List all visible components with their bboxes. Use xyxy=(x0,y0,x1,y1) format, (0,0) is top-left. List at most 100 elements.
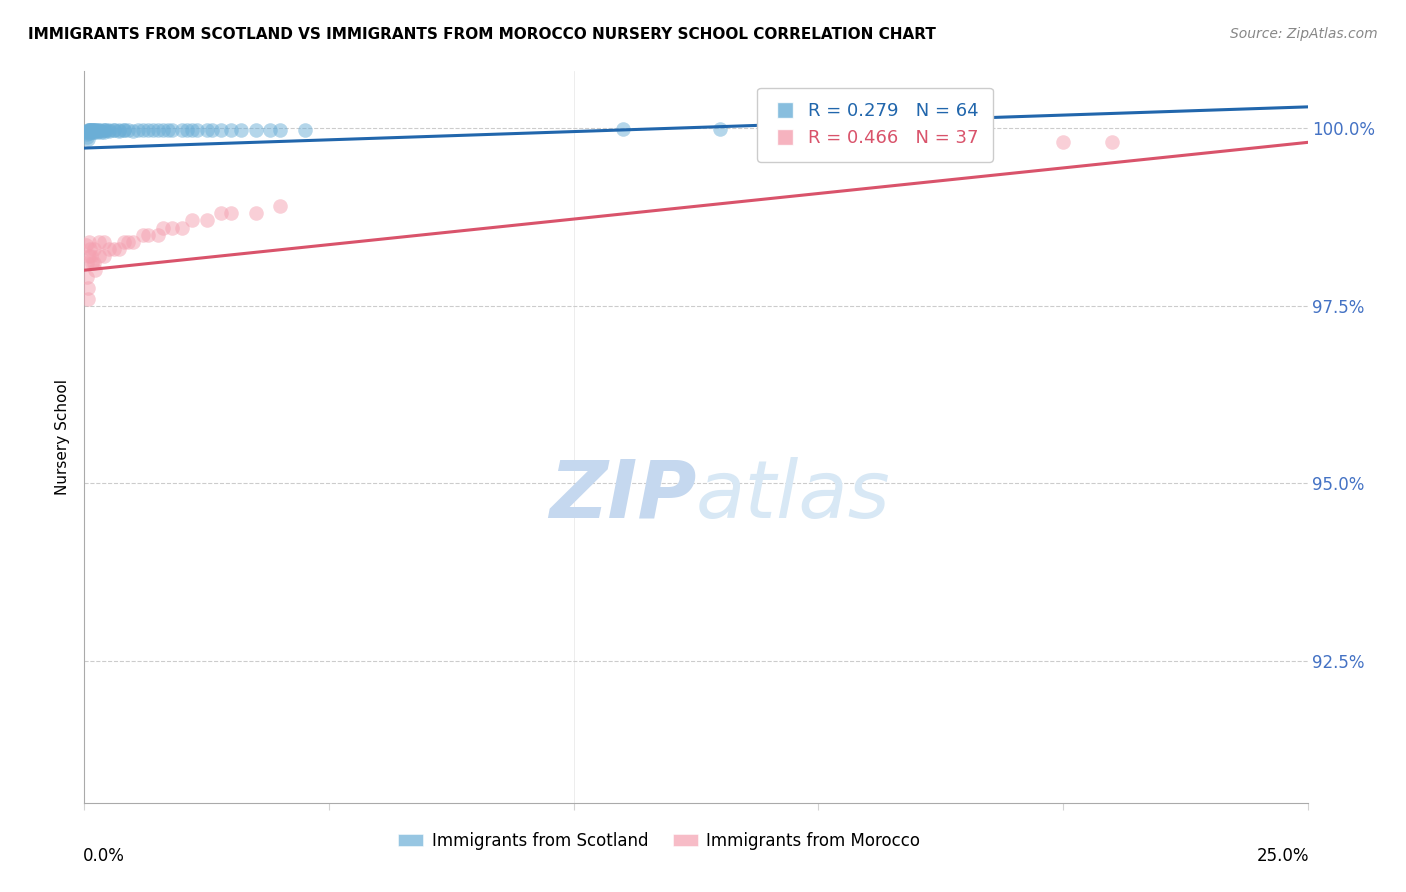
Point xyxy=(269,199,291,213)
Point xyxy=(76,281,98,295)
Point xyxy=(112,235,135,249)
Point xyxy=(93,122,115,136)
Point xyxy=(86,125,108,139)
Point xyxy=(245,122,267,136)
Point xyxy=(97,124,120,138)
Text: 0.0%: 0.0% xyxy=(83,847,125,864)
Point xyxy=(89,125,111,139)
Point xyxy=(195,122,218,136)
Point xyxy=(107,122,129,136)
Point xyxy=(122,124,145,138)
Point xyxy=(80,249,103,263)
Point xyxy=(162,220,184,235)
Point xyxy=(146,227,169,242)
Point xyxy=(76,256,98,270)
Point xyxy=(77,122,100,136)
Point xyxy=(77,235,100,249)
Point xyxy=(93,123,115,137)
Point xyxy=(76,270,98,285)
Point xyxy=(172,220,194,235)
Point xyxy=(77,125,100,139)
Point xyxy=(107,242,129,256)
Point xyxy=(82,123,104,137)
Point xyxy=(76,127,98,141)
Point xyxy=(87,235,110,249)
Point xyxy=(80,123,103,137)
Point xyxy=(136,227,159,242)
Point xyxy=(87,124,110,138)
Point xyxy=(156,123,179,137)
Point xyxy=(84,122,107,136)
Point xyxy=(103,123,125,137)
Point xyxy=(117,235,139,249)
Point xyxy=(136,123,159,137)
Point xyxy=(75,125,97,139)
Point xyxy=(209,206,232,220)
Point xyxy=(87,249,110,263)
Point xyxy=(93,125,115,139)
Point xyxy=(200,122,222,136)
Point xyxy=(209,122,232,136)
Point xyxy=(83,242,105,256)
Point xyxy=(79,122,101,136)
Point xyxy=(219,206,242,220)
Point xyxy=(181,123,204,137)
Point xyxy=(142,122,165,136)
Point xyxy=(97,122,120,136)
Point xyxy=(80,124,103,138)
Point xyxy=(82,256,104,270)
Point xyxy=(112,122,135,136)
Point xyxy=(1101,136,1123,150)
Point xyxy=(294,123,316,137)
Text: Source: ZipAtlas.com: Source: ZipAtlas.com xyxy=(1230,27,1378,41)
Point xyxy=(219,122,242,136)
Point xyxy=(77,292,100,306)
Point xyxy=(127,123,149,137)
Point xyxy=(93,249,115,263)
Point xyxy=(103,122,125,136)
Point xyxy=(1052,136,1074,150)
Point xyxy=(132,227,155,242)
Y-axis label: Nursery School: Nursery School xyxy=(55,379,70,495)
Point xyxy=(172,122,194,136)
Point xyxy=(112,123,135,137)
Point xyxy=(84,263,107,277)
Point xyxy=(176,122,198,136)
Point xyxy=(82,125,104,139)
Legend: Immigrants from Scotland, Immigrants from Morocco: Immigrants from Scotland, Immigrants fro… xyxy=(391,825,927,856)
Point xyxy=(75,238,97,252)
Point xyxy=(259,122,281,136)
Point xyxy=(186,122,208,136)
Point xyxy=(146,122,169,136)
Text: ZIP: ZIP xyxy=(548,457,696,534)
Text: atlas: atlas xyxy=(696,457,891,534)
Point xyxy=(245,206,267,220)
Point xyxy=(709,121,731,136)
Point xyxy=(79,242,101,256)
Point xyxy=(76,129,98,144)
Point xyxy=(122,235,145,249)
Point xyxy=(103,242,125,256)
Point xyxy=(162,122,184,136)
Point xyxy=(77,249,100,263)
Text: IMMIGRANTS FROM SCOTLAND VS IMMIGRANTS FROM MOROCCO NURSERY SCHOOL CORRELATION C: IMMIGRANTS FROM SCOTLAND VS IMMIGRANTS F… xyxy=(28,27,936,42)
Point xyxy=(269,122,291,136)
Point xyxy=(612,121,634,136)
Point xyxy=(77,124,100,138)
Point xyxy=(77,126,100,140)
Point xyxy=(152,220,174,235)
Point xyxy=(77,122,100,136)
Point xyxy=(83,122,105,136)
Point xyxy=(87,123,110,137)
Point xyxy=(97,242,120,256)
Point xyxy=(117,123,139,137)
Point xyxy=(181,213,204,227)
Point xyxy=(76,132,98,146)
Point xyxy=(87,122,110,136)
Point xyxy=(83,256,105,270)
Point xyxy=(83,123,105,137)
Point xyxy=(84,123,107,137)
Point xyxy=(96,123,118,137)
Point xyxy=(83,125,105,139)
Point xyxy=(93,235,115,249)
